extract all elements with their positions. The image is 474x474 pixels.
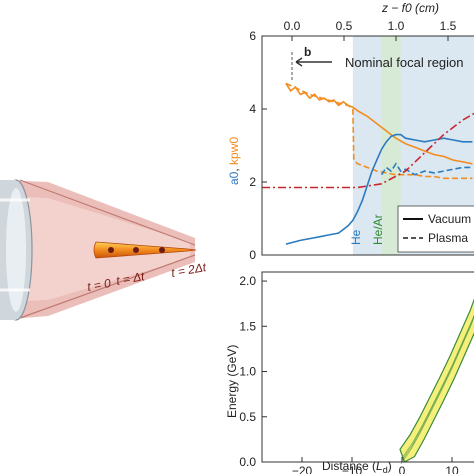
x-tick-label: −10 [342,464,363,474]
time-label-t2: t = 2Δt [170,260,208,280]
y-tick-label: 4 [249,102,256,116]
series-line-a0_vacuum [285,133,473,245]
energy-spectrum-ridge [402,314,474,457]
panel-b-y-label: a0, kpw0 [227,137,241,185]
panel-b-y-ticks: 0 2 4 6 [249,29,267,262]
series-line-reference [262,112,474,189]
series-line-a0_plasma [380,162,473,176]
y-tick-label: 0 [249,248,256,262]
x-tick-label: −20 [292,464,313,474]
top-tick-label: 1.5 [440,19,457,33]
beam-edge-upper [19,179,196,246]
x-tick-label: 0 [399,464,406,474]
electron-bunch-t2 [159,247,165,253]
top-axis-ticks: 0.0 0.5 1.0 1.5 [284,19,457,41]
top-tick-label: 1.0 [388,19,405,33]
legend: Vacuum Plasma [397,205,474,253]
a0-label: a0 [227,171,241,185]
panel-c-frame [261,271,474,463]
legend-label-vacuum: Vacuum [428,212,471,226]
panel-b: z − f0 (cm) 0.0 0.5 1.0 1.5 0 2 4 6 a0, kpw0 b… [227,1,474,262]
y-tick-label: 2 [249,175,256,189]
panel-b-frame [261,35,474,256]
time-label-t0: t = 0 [86,276,112,294]
plasma-channel [93,241,197,259]
panel-b-series [262,82,474,245]
y-tick-label: 0.5 [239,410,256,424]
legend-label-plasma: Plasma [428,231,468,245]
x-tick-label: 10 [445,464,459,474]
top-tick-label: 0.5 [336,19,353,33]
top-axis-label: z − f0 (cm) [381,1,439,15]
time-label-t1: t = Δt [115,269,146,288]
y-tick-label: 1.5 [239,319,256,333]
energy-spectrum-ridge [401,315,474,461]
y-tick-label: 0.0 [239,455,256,469]
electron-bunch-t1 [133,247,139,253]
y-tick-label: 2.0 [239,274,256,288]
y-tick-label: 6 [249,29,256,43]
panel-label-b: b [304,45,311,59]
series-line-kpw0_plasma [285,82,473,180]
panel-c-y-label: Energy (GeV) [225,345,239,418]
ylabel-separator: , [227,165,241,172]
panel-c-x-ticks: −20 −10 0 10 [292,457,459,474]
top-tick-label: 0.0 [284,19,301,33]
panel-c-series [399,298,474,464]
arrow-icon [295,57,332,67]
region-label-he-ar: He/Ar [371,214,385,245]
beam-edge-lower [19,254,196,319]
focal-region-annotation: Nominal focal region [345,55,464,70]
energy-spectrum-band [399,298,474,463]
panel-c-x-label: Distance (Ld) [322,459,392,474]
electron-bunch-t0 [108,247,114,253]
kpw0-label: kpw0 [227,137,241,165]
panel-c: −20 −10 0 10 0.0 0.5 1.0 1.5 2.0 Energy (GeV) D… [225,271,474,474]
laser-illustration: t = 0 t = Δt t = 2Δt [0,179,208,321]
y-tick-label: 1.0 [239,365,256,379]
region-label-he: He [349,229,363,245]
focusing-lens [0,179,33,321]
he-ar-region-shade [381,36,401,255]
panel-c-y-ticks: 0.0 0.5 1.0 1.5 2.0 [239,274,267,469]
energy-spectrum-ridge [400,316,474,464]
